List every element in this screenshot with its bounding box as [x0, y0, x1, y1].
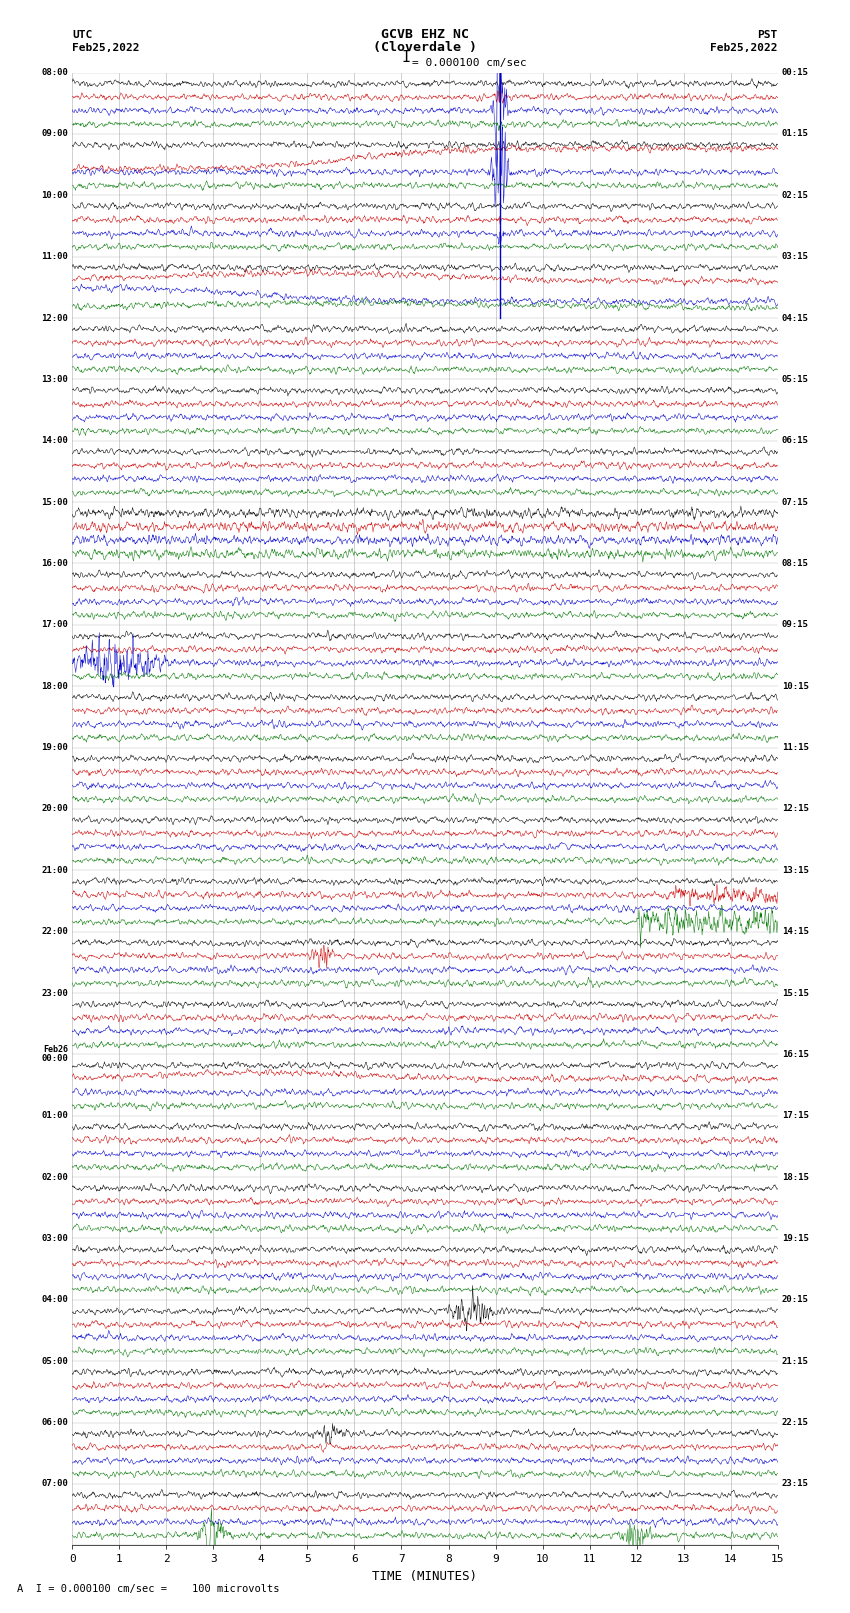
Text: 22:15: 22:15 [782, 1418, 809, 1428]
Text: = 0.000100 cm/sec: = 0.000100 cm/sec [412, 58, 527, 68]
Text: 11:15: 11:15 [782, 744, 809, 752]
Text: 01:15: 01:15 [782, 129, 809, 139]
Text: 18:00: 18:00 [41, 682, 68, 690]
Text: 20:00: 20:00 [41, 805, 68, 813]
Text: Feb25,2022: Feb25,2022 [711, 44, 778, 53]
Text: 05:00: 05:00 [41, 1357, 68, 1366]
Text: 23:15: 23:15 [782, 1479, 809, 1489]
Text: 12:00: 12:00 [41, 313, 68, 323]
Text: 06:15: 06:15 [782, 436, 809, 445]
Text: 02:00: 02:00 [41, 1173, 68, 1182]
Text: 04:15: 04:15 [782, 313, 809, 323]
Text: 20:15: 20:15 [782, 1295, 809, 1305]
Text: (Cloverdale ): (Cloverdale ) [373, 40, 477, 53]
Text: 00:00: 00:00 [41, 1055, 68, 1063]
Text: 16:15: 16:15 [782, 1050, 809, 1058]
Text: 17:15: 17:15 [782, 1111, 809, 1119]
Text: 13:15: 13:15 [782, 866, 809, 874]
Text: 15:15: 15:15 [782, 989, 809, 997]
Text: 03:00: 03:00 [41, 1234, 68, 1244]
Text: 02:15: 02:15 [782, 190, 809, 200]
Text: 06:00: 06:00 [41, 1418, 68, 1428]
Text: 15:00: 15:00 [41, 498, 68, 506]
Text: 04:00: 04:00 [41, 1295, 68, 1305]
Text: 03:15: 03:15 [782, 252, 809, 261]
Text: 16:00: 16:00 [41, 560, 68, 568]
Text: Feb25,2022: Feb25,2022 [72, 44, 139, 53]
Text: 10:15: 10:15 [782, 682, 809, 690]
Text: 07:15: 07:15 [782, 498, 809, 506]
Text: 19:15: 19:15 [782, 1234, 809, 1244]
Text: 19:00: 19:00 [41, 744, 68, 752]
Text: PST: PST [757, 31, 778, 40]
Text: 09:15: 09:15 [782, 621, 809, 629]
Text: 05:15: 05:15 [782, 374, 809, 384]
Text: 13:00: 13:00 [41, 374, 68, 384]
Text: 09:00: 09:00 [41, 129, 68, 139]
Text: I: I [402, 50, 411, 65]
Text: 17:00: 17:00 [41, 621, 68, 629]
Text: 21:15: 21:15 [782, 1357, 809, 1366]
Text: 07:00: 07:00 [41, 1479, 68, 1489]
Text: 21:00: 21:00 [41, 866, 68, 874]
X-axis label: TIME (MINUTES): TIME (MINUTES) [372, 1569, 478, 1582]
Text: 10:00: 10:00 [41, 190, 68, 200]
Text: A  I = 0.000100 cm/sec =    100 microvolts: A I = 0.000100 cm/sec = 100 microvolts [17, 1584, 280, 1594]
Text: 23:00: 23:00 [41, 989, 68, 997]
Text: 00:15: 00:15 [782, 68, 809, 77]
Text: 14:15: 14:15 [782, 927, 809, 936]
Text: 12:15: 12:15 [782, 805, 809, 813]
Text: UTC: UTC [72, 31, 93, 40]
Text: 01:00: 01:00 [41, 1111, 68, 1119]
Text: Feb26: Feb26 [43, 1045, 68, 1055]
Text: 18:15: 18:15 [782, 1173, 809, 1182]
Text: 22:00: 22:00 [41, 927, 68, 936]
Text: 08:00: 08:00 [41, 68, 68, 77]
Text: 08:15: 08:15 [782, 560, 809, 568]
Text: 14:00: 14:00 [41, 436, 68, 445]
Text: 11:00: 11:00 [41, 252, 68, 261]
Text: GCVB EHZ NC: GCVB EHZ NC [381, 27, 469, 40]
